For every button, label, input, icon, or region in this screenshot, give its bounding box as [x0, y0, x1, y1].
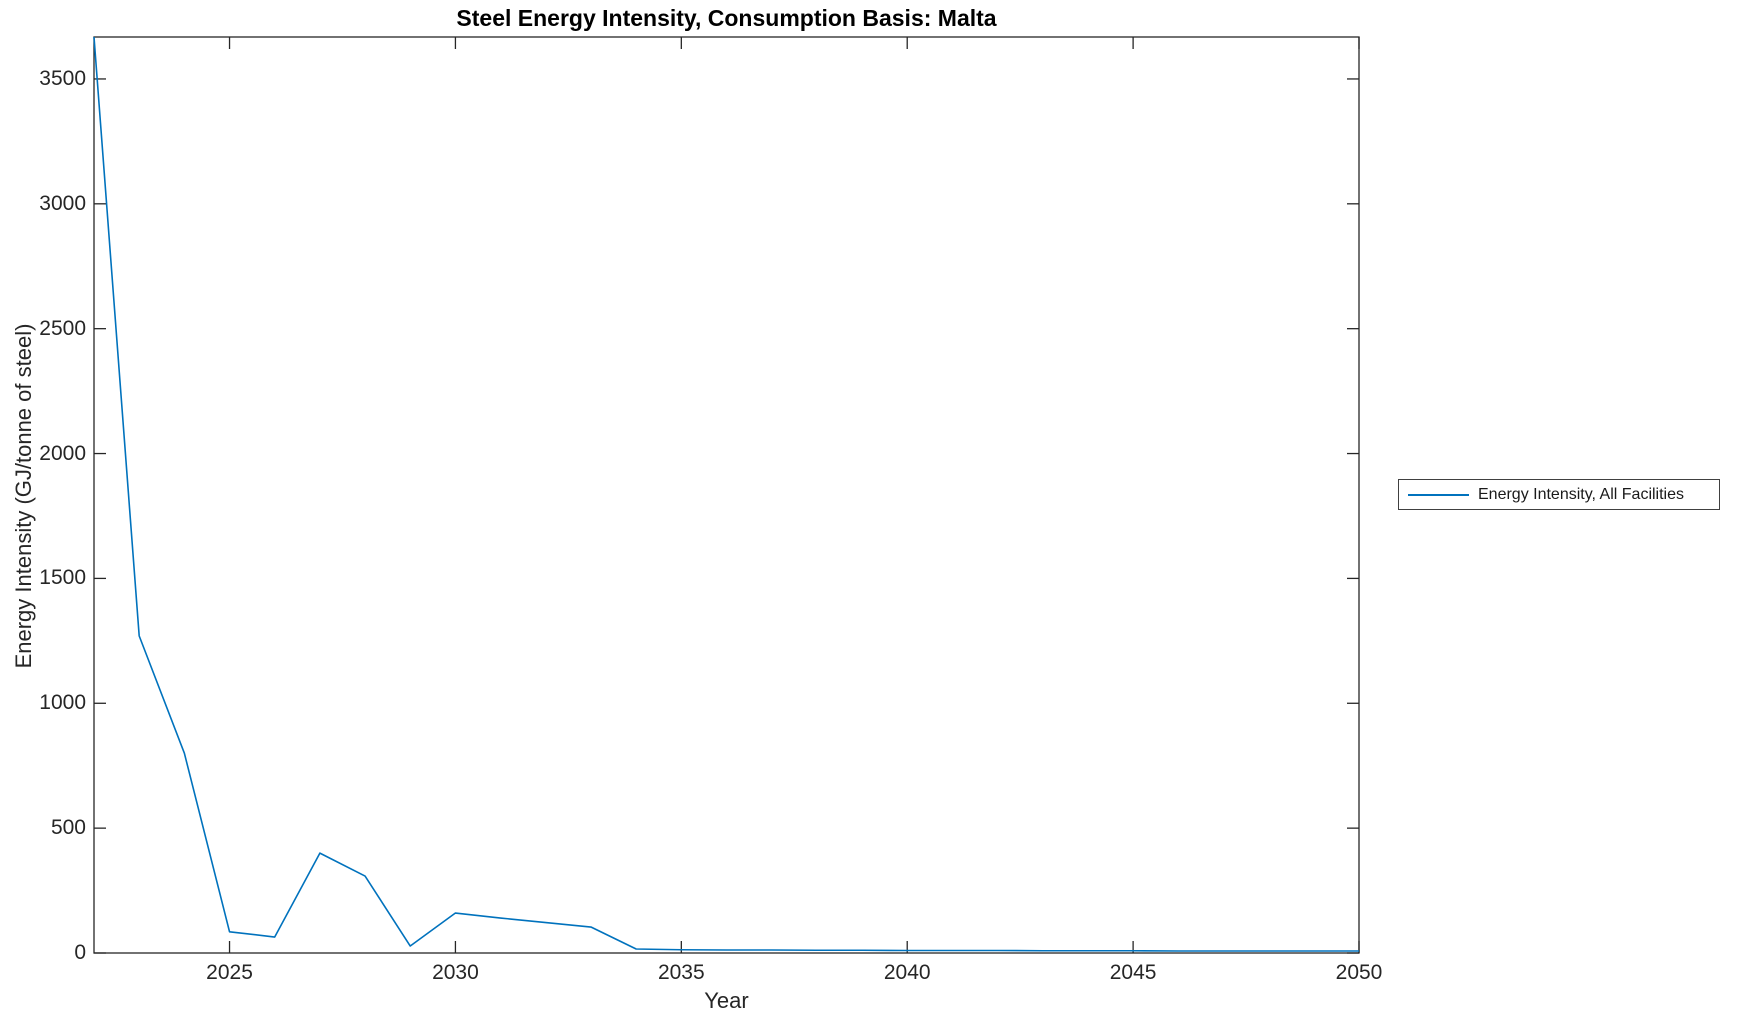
x-tick-label: 2025	[206, 961, 253, 984]
x-tick-label: 2035	[657, 961, 705, 984]
x-tick-label: 2030	[432, 961, 479, 984]
chart-title: Steel Energy Intensity, Consumption Basi…	[456, 5, 997, 31]
y-tick-label: 3000	[39, 191, 86, 215]
x-tick-label: 2040	[883, 961, 931, 984]
series-line	[93, 36, 1359, 952]
legend: Energy Intensity, All Facilities	[1398, 479, 1720, 510]
axes-frame	[93, 36, 1360, 954]
legend-entry-label: Energy Intensity, All Facilities	[1478, 485, 1685, 503]
x-tick-label: 2050	[1335, 961, 1383, 984]
legend-line-sample-icon	[1408, 493, 1469, 496]
y-tick-label: 3500	[39, 66, 86, 90]
x-axis-label: Year	[704, 988, 749, 1013]
y-tick-label: 2000	[39, 441, 86, 465]
x-tick-label: 2045	[1109, 961, 1157, 984]
y-tick-label: 1500	[39, 566, 86, 590]
y-tick-label: 500	[50, 816, 86, 840]
y-tick-label: 1000	[39, 691, 86, 715]
y-tick-label: 2500	[39, 316, 86, 340]
y-tick-label: 0	[74, 941, 86, 964]
